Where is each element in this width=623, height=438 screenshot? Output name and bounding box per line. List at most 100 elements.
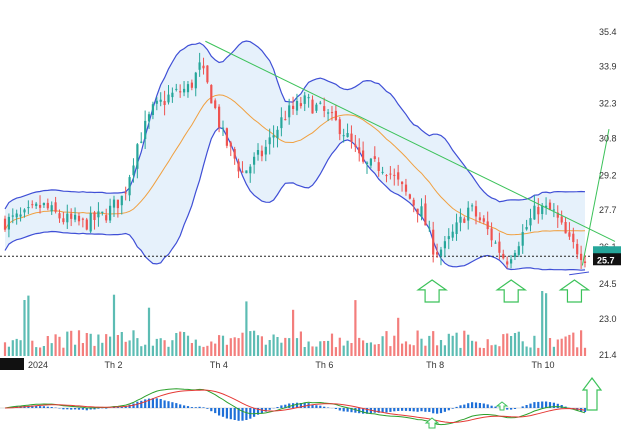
volume-bar — [362, 340, 365, 356]
candle — [583, 255, 587, 268]
candle-body — [350, 133, 353, 142]
macd-histogram-bar — [136, 401, 139, 408]
candle — [202, 57, 205, 75]
candle — [89, 206, 92, 234]
candle-body — [580, 253, 583, 261]
candle-body — [35, 203, 38, 206]
macd-histogram-bar — [151, 398, 154, 408]
volume-bar — [533, 335, 536, 356]
candle — [560, 210, 563, 225]
volume-bar — [513, 333, 517, 356]
candle — [459, 208, 462, 232]
volume-bar — [525, 346, 528, 356]
bollinger-bands — [4, 40, 586, 271]
volume-bar — [272, 334, 275, 356]
macd-histogram-bar — [159, 399, 162, 408]
candle-body — [198, 62, 201, 70]
x-tick-label: Th 10 — [532, 360, 555, 370]
candle — [190, 79, 193, 91]
signal-arrow-up — [558, 279, 591, 303]
candle — [580, 245, 583, 269]
candle — [70, 208, 73, 227]
candle-body — [159, 99, 162, 102]
candle-body — [404, 184, 408, 192]
trendline-down — [205, 40, 616, 242]
macd-arrow-up-large — [581, 377, 603, 411]
macd-histogram-bar — [105, 408, 108, 409]
volume-bar — [124, 341, 127, 356]
candle-body — [288, 105, 291, 118]
volume-bar — [459, 347, 462, 356]
volume-bar — [401, 343, 404, 356]
last-price-badge — [593, 253, 621, 266]
macd-histogram-bar — [70, 408, 73, 410]
macd-histogram-bar — [439, 408, 443, 414]
candle — [112, 195, 116, 217]
volume-bar — [253, 330, 256, 356]
candle-body — [358, 147, 361, 154]
volume-bars — [3, 291, 587, 356]
macd-histogram-bar — [284, 404, 287, 408]
volume-bar — [105, 334, 108, 356]
candle-body — [494, 242, 497, 244]
candle-body — [568, 232, 571, 237]
macd-histogram-bar — [163, 400, 166, 408]
candle-body — [369, 158, 372, 166]
candle-body — [206, 65, 209, 83]
candle — [77, 212, 81, 226]
candle — [132, 158, 135, 183]
candle — [15, 209, 18, 225]
volume-bar — [521, 341, 524, 356]
volume-bar — [241, 332, 244, 356]
y-tick-label: 27.7 — [599, 205, 617, 215]
volume-bar — [19, 340, 22, 356]
volume-bar — [330, 333, 334, 356]
candle — [490, 222, 493, 247]
volume-bar — [144, 344, 147, 356]
candle-body — [424, 203, 427, 226]
candle — [443, 236, 446, 258]
candle-body — [381, 171, 384, 173]
macd-histogram-bar — [93, 408, 96, 410]
candle-body — [513, 252, 517, 257]
candle-body — [486, 221, 489, 230]
macd-histogram-bar — [529, 403, 532, 408]
macd-histogram-bar — [303, 402, 306, 408]
volume-bar — [502, 334, 505, 356]
volume-bar — [206, 345, 209, 356]
lower-band-tail — [569, 271, 590, 276]
candle — [330, 105, 334, 121]
candle-body — [517, 246, 520, 255]
candle — [420, 198, 423, 221]
candle-body — [39, 205, 42, 208]
candle-body — [428, 227, 431, 229]
macd-histogram-bar — [218, 408, 221, 416]
x-tick-label: Th 8 — [426, 360, 444, 370]
candle — [428, 220, 431, 232]
macd-histogram-bar — [186, 406, 190, 408]
candle-body — [478, 217, 481, 221]
macd-signal-line — [4, 389, 586, 424]
volume-bar — [249, 331, 252, 356]
macd-histogram-bar — [288, 403, 291, 408]
volume-bar — [264, 344, 267, 356]
candle-body — [93, 212, 96, 220]
candle — [576, 239, 579, 259]
volume-bar — [245, 301, 248, 356]
macd-histogram-bar — [373, 408, 376, 413]
macd-histogram-bar — [175, 403, 178, 408]
macd-histogram-bar — [552, 402, 555, 408]
volume-tick-label: 21.4 — [599, 350, 617, 360]
volume-bar — [74, 344, 77, 356]
candle — [241, 161, 244, 173]
candle — [467, 201, 470, 230]
candle — [439, 246, 443, 266]
candle-body — [218, 106, 221, 128]
volume-bar — [486, 339, 489, 356]
candle-body — [576, 243, 579, 255]
macd-histogram-bar — [280, 405, 283, 408]
macd-histogram-bar — [350, 408, 353, 413]
candle-body — [354, 144, 357, 147]
candle-body — [50, 205, 53, 212]
